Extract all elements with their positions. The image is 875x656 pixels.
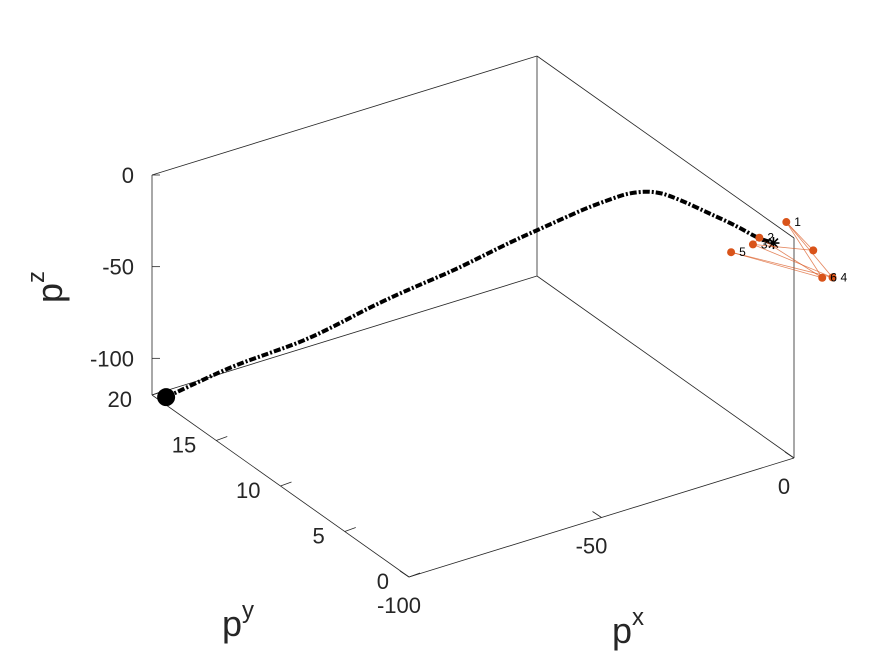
y-tick	[408, 572, 421, 578]
z-axis-label: pz	[23, 271, 70, 303]
data-point	[782, 218, 791, 227]
z-tick-label: -50	[102, 255, 134, 280]
y-tick-label: 15	[172, 433, 196, 458]
top-right-edge	[536, 55, 795, 239]
x-tick-label: -100	[377, 593, 421, 618]
trajectory-layer	[157, 189, 780, 407]
x-tick	[399, 570, 410, 578]
data-point-label: 2	[767, 231, 774, 245]
point-connector	[759, 237, 823, 279]
data-point-label: 5	[739, 245, 746, 259]
data-point-label: 3	[761, 237, 768, 251]
z-tick-label: 0	[122, 163, 134, 188]
data-point-label: 6	[830, 271, 837, 285]
point-connector	[785, 221, 823, 278]
point-connector	[752, 244, 833, 278]
y-tick-label: 10	[236, 478, 260, 503]
data-point-label: 4	[841, 270, 848, 284]
z-axis-label-base: p	[29, 283, 70, 303]
data-point	[828, 273, 837, 282]
x-axis-label-sup: x	[632, 604, 644, 631]
point-connector	[731, 251, 823, 279]
trajectory-start-marker	[157, 388, 176, 407]
z-axis-label-sup: z	[23, 271, 50, 283]
y-tick-label: 0	[377, 569, 389, 594]
y-tick	[280, 481, 292, 487]
floor-right-edge	[536, 275, 795, 459]
point-connector	[752, 244, 814, 251]
x-axis-label: px	[612, 604, 644, 651]
data-point-label: 1	[794, 215, 801, 229]
y-axis-label-base: p	[222, 603, 242, 644]
point-connector	[786, 221, 814, 251]
x-tick-label: 0	[778, 474, 790, 499]
data-point	[748, 240, 757, 249]
data-point	[727, 248, 736, 257]
y-axis-label-sup: y	[242, 597, 254, 624]
top-back-edge	[151, 55, 538, 176]
data-point	[755, 233, 764, 242]
axis-ticks	[151, 174, 795, 578]
x-axis-label-base: p	[612, 610, 632, 651]
x-tick-label: -50	[576, 534, 608, 559]
y-tick	[216, 436, 228, 441]
data-point	[809, 246, 818, 255]
floor-back-edge	[151, 275, 538, 396]
data-point	[818, 273, 827, 282]
tick-labels: -100 -50 0 0 5 10 15 20 -100 -50 0	[90, 163, 790, 618]
x-tick	[784, 451, 795, 459]
y-tick-label: 5	[313, 524, 325, 549]
z-tick-label: -100	[90, 346, 134, 371]
trajectory-line	[165, 189, 775, 399]
y-tick-label: 20	[108, 387, 132, 412]
x-tick	[592, 511, 602, 518]
y-tick	[344, 527, 356, 532]
y-axis-label: py	[222, 597, 254, 644]
